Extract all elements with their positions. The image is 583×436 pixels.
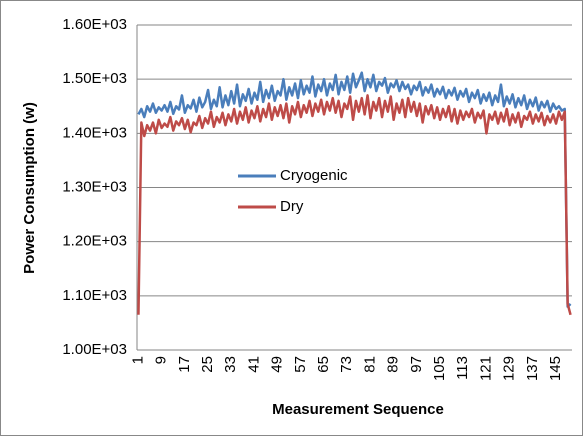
y-tick-label: 1.00E+03: [62, 341, 127, 358]
x-tick-label: 113: [454, 356, 471, 380]
y-tick-label: 1.10E+03: [62, 287, 127, 304]
y-tick-label: 1.30E+03: [62, 178, 127, 195]
x-tick-label: 129: [501, 356, 518, 381]
x-tick-label: 65: [315, 356, 332, 373]
x-tick-label: 41: [245, 356, 262, 373]
series-line: [137, 94, 572, 316]
x-tick-label: 1: [129, 356, 146, 364]
x-tick-label: 17: [176, 356, 193, 373]
x-tick-label: 49: [269, 356, 286, 373]
x-tick-label: 25: [199, 356, 216, 373]
x-tick-label: 137: [524, 356, 541, 381]
legend-label: Dry: [280, 198, 304, 215]
x-axis-label: Measurement Sequence: [272, 401, 444, 418]
series-line: [137, 71, 572, 308]
legend-label: Cryogenic: [280, 167, 348, 184]
y-axis-label: Power Consumption (w): [21, 102, 38, 274]
x-tick-label: 81: [361, 356, 378, 373]
x-tick-label: 73: [338, 356, 355, 373]
x-tick-label: 145: [547, 356, 564, 381]
y-tick-label: 1.40E+03: [62, 124, 127, 141]
x-tick-label: 9: [153, 356, 170, 364]
x-tick-label: 121: [477, 356, 494, 381]
x-tick-label: 89: [385, 356, 402, 373]
x-tick-label: 57: [292, 356, 309, 373]
y-tick-label: 1.20E+03: [62, 233, 127, 250]
y-tick-label: 1.60E+03: [62, 16, 127, 33]
y-tick-label: 1.50E+03: [62, 70, 127, 87]
x-tick-label: 33: [222, 356, 239, 373]
x-tick-label: 97: [408, 356, 425, 373]
x-tick-label: 105: [431, 356, 448, 381]
